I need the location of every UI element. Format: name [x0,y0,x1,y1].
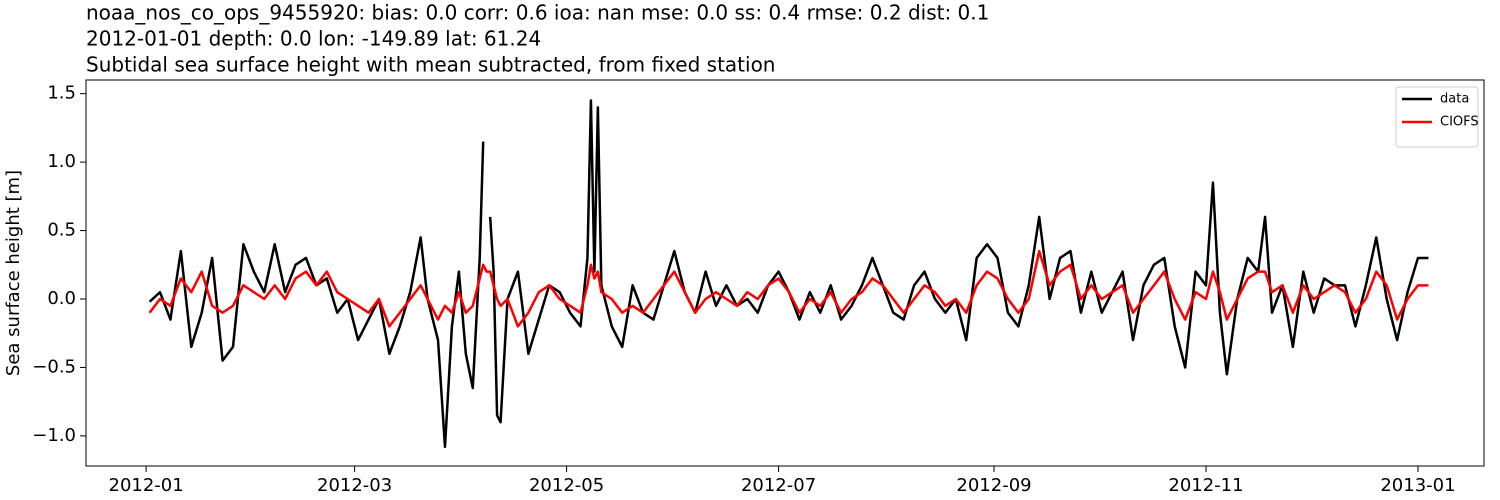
legend-box [1395,86,1479,148]
x-tick-label: 2012-03 [317,475,392,496]
chart-subtitle: 2012-01-01 depth: 0.0 lon: -149.89 lat: … [86,27,541,51]
y-tick-label: −1.0 [32,425,76,446]
chart-subtitle: Subtidal sea surface height with mean su… [86,53,775,77]
y-tick-label: 1.5 [47,83,76,104]
y-tick-label: 0.0 [47,288,76,309]
data-line [148,99,1429,449]
x-tick-label: 2012-01 [109,475,184,496]
x-tick-label: 2012-09 [956,475,1031,496]
x-tick-label: 2012-11 [1168,475,1243,496]
y-tick-label: −0.5 [32,356,76,377]
data-line [148,249,1429,328]
x-tick-label: 2012-05 [529,475,604,496]
chart-title: noaa_nos_co_ops_9455920: bias: 0.0 corr:… [86,1,989,25]
legend-label: data [1440,92,1469,107]
y-tick-label: 0.5 [47,220,76,241]
legend-label: CIOFS [1440,115,1479,130]
y-axis-label: Sea surface height [m] [3,170,24,376]
x-tick-label: 2012-07 [741,475,816,496]
y-tick-label: 1.0 [47,151,76,172]
plot-frame [85,79,1485,467]
x-tick-label: 2013-01 [1380,475,1455,496]
